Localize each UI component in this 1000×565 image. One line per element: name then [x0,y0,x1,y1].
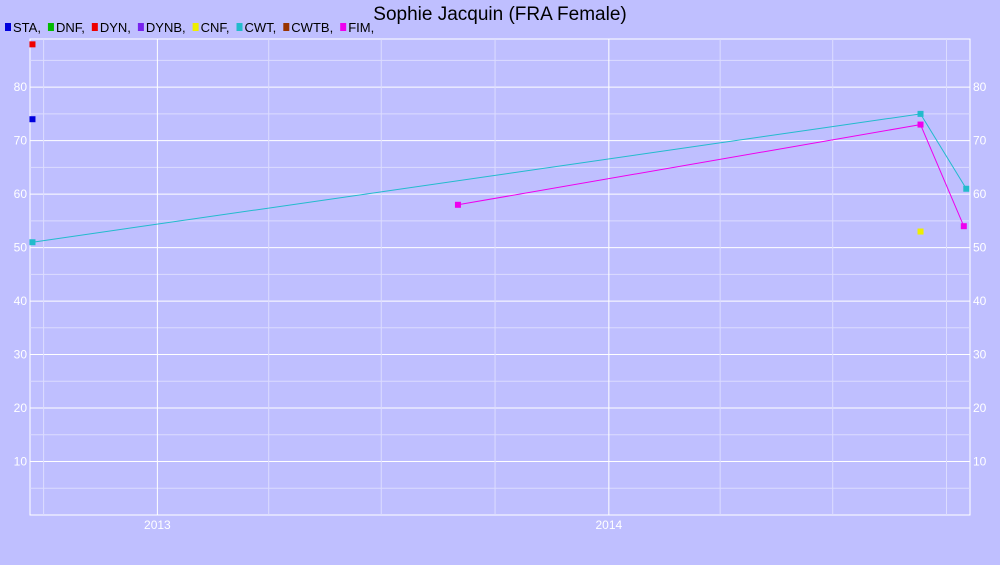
legend-label: DYN, [100,20,131,35]
plot-border [29,38,971,516]
y-tick-label-left: 60 [14,187,28,201]
legend-item-cwtb: CWTB, [283,20,333,35]
y-tick-label-left: 70 [14,134,28,148]
plot-area [29,38,971,516]
legend-swatch [137,23,144,31]
series-sta [29,116,36,123]
data-point-fim [917,121,924,128]
data-point-cwt [917,110,924,117]
axes: 10 10 20 20 30 30 40 40 50 50 60 60 70 70 80 80 2013 2014 [14,80,987,532]
y-tick-label-left: 50 [14,241,28,255]
y-tick-label-right: 30 [973,348,987,362]
legend-label: DNF, [56,20,85,35]
y-tick-label-left: 40 [14,294,28,308]
y-tick-label-right: 80 [973,80,987,94]
legend-swatch [47,23,54,31]
y-tick-label-left: 30 [14,348,28,362]
legend-label: CNF, [201,20,230,35]
y-tick-label-left: 20 [14,401,28,415]
legend-label: STA, [13,20,41,35]
legend-item-dnf: DNF, [47,20,85,35]
legend: STA, DNF, DYN, DYNB, CNF, CWT, CWTB, FIM, [5,20,374,35]
grid [30,39,970,515]
data-point-fim [454,201,461,208]
series-cnf [917,228,924,235]
legend-swatch [283,23,290,31]
y-tick-label-right: 50 [973,241,987,255]
series-dyn [29,41,36,48]
legend-item-dyn: DYN, [91,20,131,35]
x-tick-label: 2014 [595,518,622,532]
data-point-cwt [29,239,36,246]
y-tick-label-left: 10 [14,455,28,469]
y-tick-label-left: 80 [14,80,28,94]
series-fim [454,121,967,230]
legend-swatch [91,23,98,31]
data-point-sta [29,116,36,123]
legend-label: CWT, [245,20,277,35]
y-tick-label-right: 10 [973,455,987,469]
series-line-cwt [32,113,967,243]
legend-swatch [340,23,347,31]
legend-item-fim: FIM, [340,20,374,35]
legend-swatch [236,23,243,31]
y-tick-label-right: 70 [973,134,987,148]
legend-item-cwt: CWT, [236,20,277,35]
data-point-cnf [917,228,924,235]
chart-title: Sophie Jacquin (FRA Female) [373,4,626,25]
data-point-dyn [29,41,36,48]
legend-label: CWTB, [291,20,333,35]
legend-label: FIM, [348,20,374,35]
legend-item-dynb: DYNB, [137,20,186,35]
legend-item-cnf: CNF, [192,20,230,35]
legend-swatch [5,23,11,31]
series-layer [29,41,970,246]
series-line-fim [457,124,965,227]
y-tick-label-right: 20 [973,401,987,415]
series-cwt [29,110,970,246]
legend-swatch [192,23,199,31]
x-tick-label: 2013 [144,518,171,532]
y-tick-label-right: 40 [973,294,987,308]
legend-item-sta: STA, [5,20,41,35]
y-tick-label-right: 60 [973,187,987,201]
data-point-cwt [963,185,970,192]
legend-label: DYNB, [146,20,186,35]
data-point-fim [960,223,967,230]
